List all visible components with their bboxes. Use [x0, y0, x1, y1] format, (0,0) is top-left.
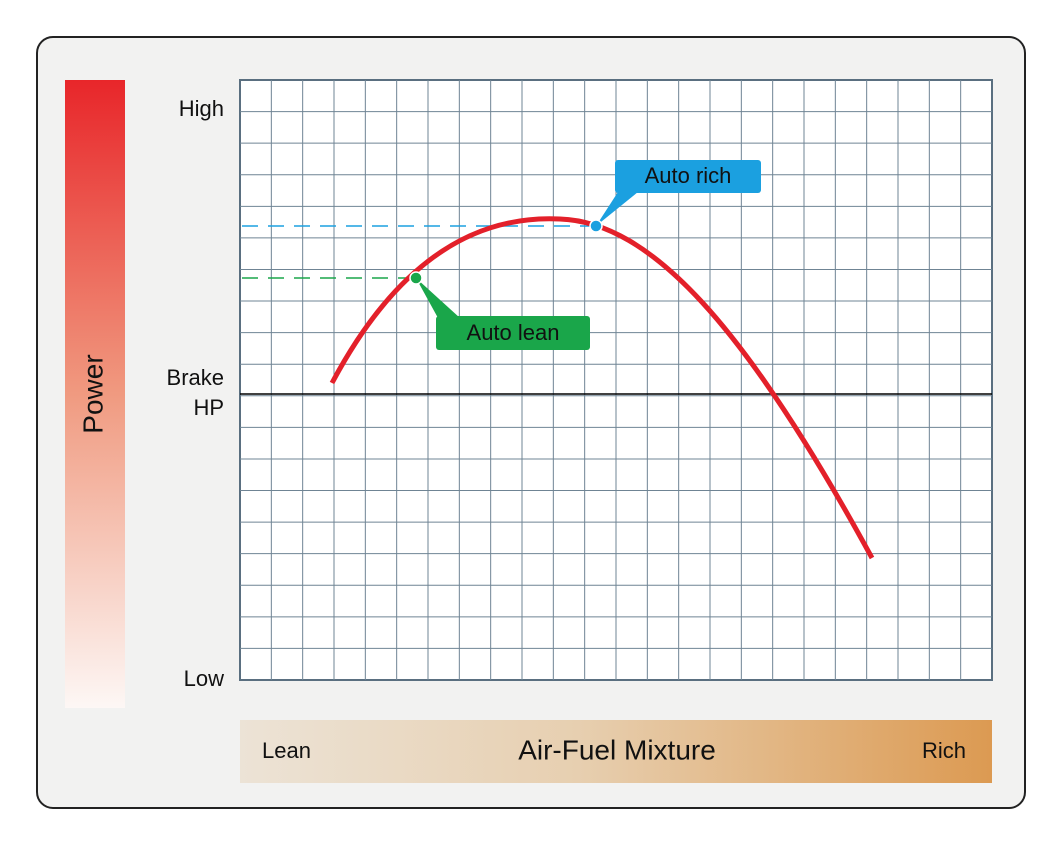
mixture-bar [240, 720, 992, 783]
rich-pointer [596, 192, 638, 226]
x-left-label: Lean [262, 738, 311, 763]
y-reference-label: Brake HP [167, 365, 224, 420]
rich-callout [615, 160, 761, 193]
rich-label: Auto rich [645, 163, 732, 188]
lean-label: Auto lean [467, 320, 560, 345]
y-axis-title: Power [77, 354, 108, 433]
lean-pointer [416, 278, 460, 318]
x-right-label: Rich [922, 738, 966, 763]
y-high-label: High [179, 96, 224, 121]
y-low-label: Low [184, 666, 224, 691]
lean-point [409, 271, 423, 285]
x-axis-title: Air-Fuel Mixture [518, 734, 716, 765]
power-bar [65, 80, 125, 708]
rich-point [589, 219, 603, 233]
lean-callout [436, 316, 590, 350]
